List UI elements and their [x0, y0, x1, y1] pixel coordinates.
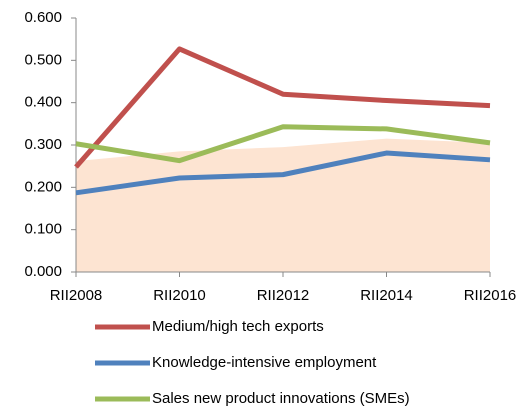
legend-label: Knowledge-intensive employment [152, 354, 377, 371]
y-tick-label: 0.600 [24, 9, 62, 26]
legend-label: Sales new product innovations (SMEs) [152, 390, 410, 407]
y-tick-label: 0.500 [24, 51, 62, 68]
y-tick-label: 0.300 [24, 136, 62, 153]
y-tick-label: 0.100 [24, 221, 62, 238]
area [76, 138, 490, 272]
line [75, 150, 491, 196]
line [75, 124, 491, 164]
x-tick-label: RII2014 [360, 287, 413, 304]
x-tick-label: RII2012 [257, 287, 310, 304]
x-tick-label: RII2016 [464, 287, 517, 304]
x-tick-label: RII2010 [153, 287, 206, 304]
line [74, 46, 491, 169]
y-tick-label: 0.000 [24, 263, 62, 280]
x-tick-label: RII2008 [50, 287, 103, 304]
y-tick-label: 0.400 [24, 94, 62, 111]
y-tick-label: 0.200 [24, 178, 62, 195]
legend-label: Medium/high tech exports [152, 318, 324, 335]
